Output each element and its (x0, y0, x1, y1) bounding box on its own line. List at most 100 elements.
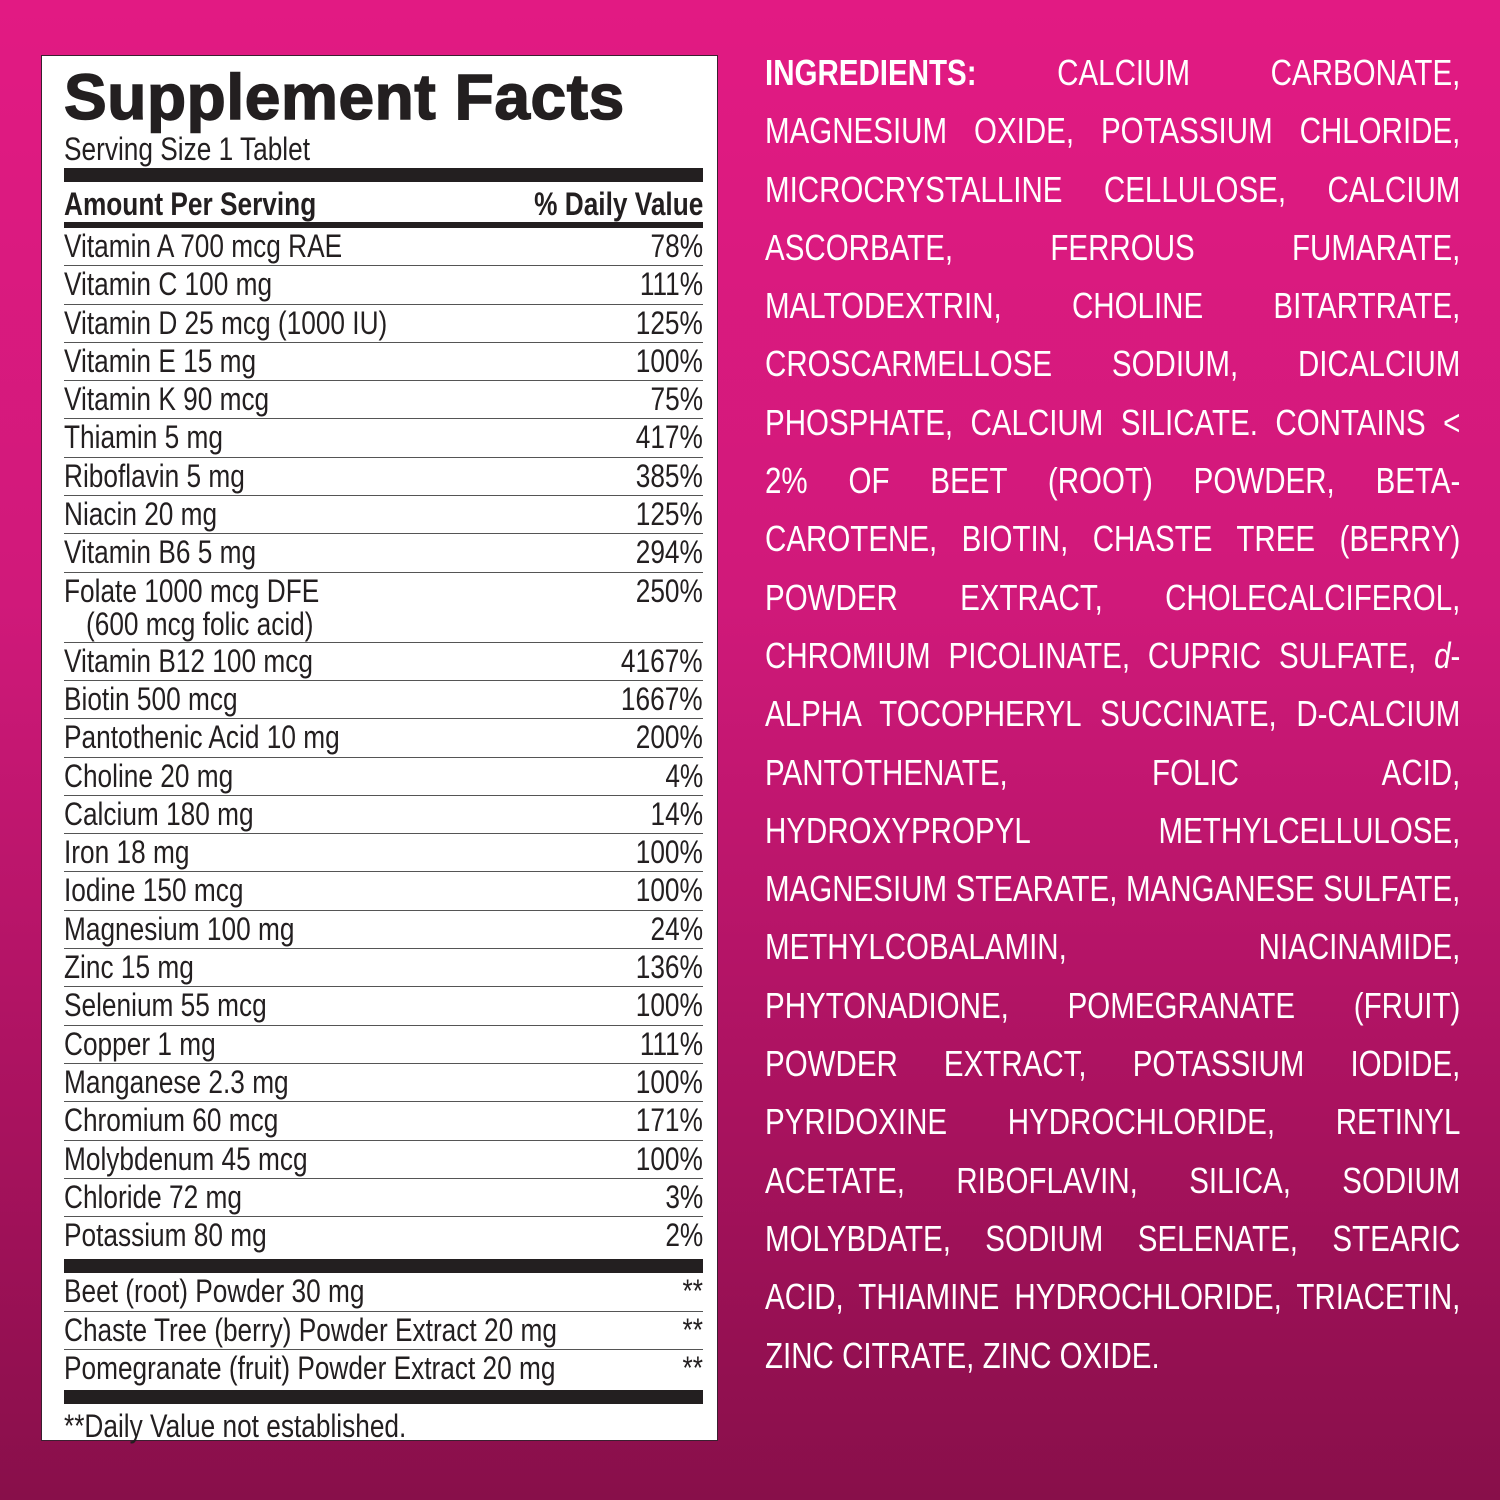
daily-value: 2% (665, 1217, 703, 1254)
nutrient-row: Vitamin A 700 mcg RAE 78% (64, 228, 703, 267)
nutrient-row: Vitamin D 25 mcg (1000 IU) 125% (64, 305, 703, 343)
nutrient-name: Riboflavin 5 mg (64, 457, 245, 494)
nutrient-name: Selenium 55 mcg (64, 987, 267, 1024)
nutrient-row: Magnesium 100 mg 24% (64, 910, 703, 950)
table-header: Amount Per Serving % Daily Value (64, 186, 703, 222)
footnote: **Daily Value not established. (64, 1408, 407, 1445)
nutrient-row: Biotin 500 mcg 1667% (64, 680, 703, 720)
nutrient-row: Molybdenum 45 mcg 100% (64, 1141, 703, 1179)
daily-value: 125% (635, 304, 703, 341)
label-title: Supplement Facts (63, 61, 625, 133)
daily-value: 14% (650, 795, 703, 832)
daily-value: 385% (635, 457, 703, 494)
nutrient-row: Chromium 60 mcg 171% (64, 1102, 703, 1141)
daily-value: 294% (635, 534, 703, 571)
nutrient-list: Vitamin A 700 mcg RAE 78% Vitamin C 100 mg… (64, 228, 703, 1255)
nutrient-name: Biotin 500 mcg (64, 680, 238, 717)
daily-value: 3% (665, 1178, 703, 1215)
nutrient-row: Riboflavin 5 mg 385% (64, 457, 703, 497)
daily-value: 100% (635, 342, 703, 379)
nutrient-name: Beet (root) Powder 30 mg (64, 1273, 365, 1310)
nutrient-row: Chaste Tree (berry) Powder Extract 20 mg… (64, 1311, 703, 1351)
daily-value: 111% (639, 266, 703, 303)
daily-value: 125% (635, 496, 703, 533)
nutrient-name: Vitamin E 15 mg (64, 342, 257, 379)
ingredients-heading: INGREDIENTS: (765, 52, 977, 93)
nutrient-row: Copper 1 mg 111% (64, 1026, 703, 1064)
daily-value: 171% (635, 1102, 703, 1139)
thick-divider (64, 168, 703, 182)
nutrient-name: Chaste Tree (berry) Powder Extract 20 mg (64, 1311, 557, 1348)
nutrient-row: Vitamin E 15 mg 100% (64, 342, 703, 382)
nutrient-subtext: (600 mcg folic acid) (86, 605, 314, 642)
nutrient-name: Molybdenum 45 mcg (64, 1140, 308, 1177)
nutrient-name: Vitamin A 700 mcg RAE (64, 228, 343, 264)
daily-value: 417% (635, 419, 703, 456)
nutrient-row: Vitamin B6 5 mg 294% (64, 534, 703, 573)
ingredients-text: INGREDIENTS: CALCIUM CARBONATE, MAGNESIU… (765, 52, 1461, 1376)
daily-value: 111% (639, 1025, 703, 1062)
nutrient-name: Vitamin K 90 mcg (64, 381, 270, 418)
daily-value: ** (682, 1273, 703, 1310)
nutrient-name: Iodine 150 mcg (64, 872, 244, 909)
nutrient-row: Pomegranate (fruit) Powder Extract 20 mg… (64, 1350, 703, 1388)
nutrient-row: Vitamin C 100 mg 111% (64, 266, 703, 305)
nutrient-name: Iron 18 mg (64, 834, 190, 871)
nutrient-name: Niacin 20 mg (64, 496, 218, 533)
daily-value: 200% (635, 719, 703, 756)
nutrient-row: Zinc 15 mg 136% (64, 949, 703, 988)
nutrient-row: Niacin 20 mg 125% (64, 496, 703, 535)
daily-value: 100% (635, 872, 703, 909)
nutrient-name: Chromium 60 mcg (64, 1102, 279, 1139)
daily-value: 75% (650, 381, 703, 418)
serving-size: Serving Size 1 Tablet (64, 131, 311, 167)
nutrient-name: Vitamin C 100 mg (64, 266, 273, 303)
nutrient-name: Magnesium 100 mg (64, 910, 295, 947)
nutrient-name: Potassium 80 mg (64, 1217, 267, 1254)
nutrient-row: Potassium 80 mg 2% (64, 1217, 703, 1255)
daily-value: ** (682, 1311, 703, 1348)
nutrient-name: Vitamin B6 5 mg (64, 534, 257, 571)
daily-value: ** (682, 1350, 703, 1387)
nutrient-row: Choline 20 mg 4% (64, 758, 703, 796)
daily-value: 100% (635, 1063, 703, 1100)
daily-value: 100% (635, 834, 703, 871)
daily-value: 4% (665, 757, 703, 794)
nutrient-name: Calcium 180 mg (64, 795, 254, 832)
nutrient-name: Folate 1000 mcg DFE (600 mcg folic acid) (64, 572, 320, 642)
daily-value: 1667% (621, 680, 703, 717)
supplement-facts-panel: Supplement Facts Serving Size 1 Tablet A… (41, 55, 718, 1444)
nutrient-row: Chloride 72 mg 3% (64, 1178, 703, 1218)
daily-value: 4167% (621, 642, 703, 679)
nutrient-name: Vitamin D 25 mcg (1000 IU) (64, 304, 388, 341)
nutrient-row: Iron 18 mg 100% (64, 834, 703, 873)
nutrient-name: Thiamin 5 mg (64, 419, 223, 456)
nutrient-row: Iodine 150 mcg 100% (64, 872, 703, 911)
nutrient-row: Vitamin K 90 mcg 75% (64, 381, 703, 420)
daily-value: 250% (635, 572, 703, 609)
daily-value: 78% (650, 228, 703, 264)
nutrient-row: Folate 1000 mcg DFE (600 mcg folic acid) 2… (64, 573, 703, 643)
nutrient-name: Chloride 72 mg (64, 1178, 242, 1215)
nutrient-name: Choline 20 mg (64, 757, 234, 794)
daily-value: 100% (635, 1140, 703, 1177)
nutrient-row: Thiamin 5 mg 417% (64, 419, 703, 458)
other-ingredients-list: Beet (root) Powder 30 mg ** Chaste Tree (b… (64, 1273, 703, 1388)
nutrient-row: Pantothenic Acid 10 mg 200% (64, 719, 703, 758)
daily-value: 100% (635, 987, 703, 1024)
nutrient-row: Vitamin B12 100 mcg 4167% (64, 643, 703, 681)
nutrient-name: Zinc 15 mg (64, 949, 194, 986)
thick-divider (64, 1390, 703, 1405)
nutrient-name: Copper 1 mg (64, 1025, 216, 1062)
nutrient-row: Manganese 2.3 mg 100% (64, 1063, 703, 1103)
nutrient-name: Vitamin B12 100 mcg (64, 642, 313, 679)
medium-divider (64, 222, 703, 228)
nutrient-row: Beet (root) Powder 30 mg ** (64, 1273, 703, 1312)
thick-divider (64, 1259, 703, 1274)
nutrient-name: Pantothenic Acid 10 mg (64, 719, 340, 756)
nutrient-name: Manganese 2.3 mg (64, 1063, 289, 1100)
nutrient-row: Calcium 180 mg 14% (64, 795, 703, 835)
nutrient-name: Pomegranate (fruit) Powder Extract 20 mg (64, 1350, 556, 1387)
nutrient-row: Selenium 55 mcg 100% (64, 987, 703, 1026)
daily-value: 24% (650, 910, 703, 947)
